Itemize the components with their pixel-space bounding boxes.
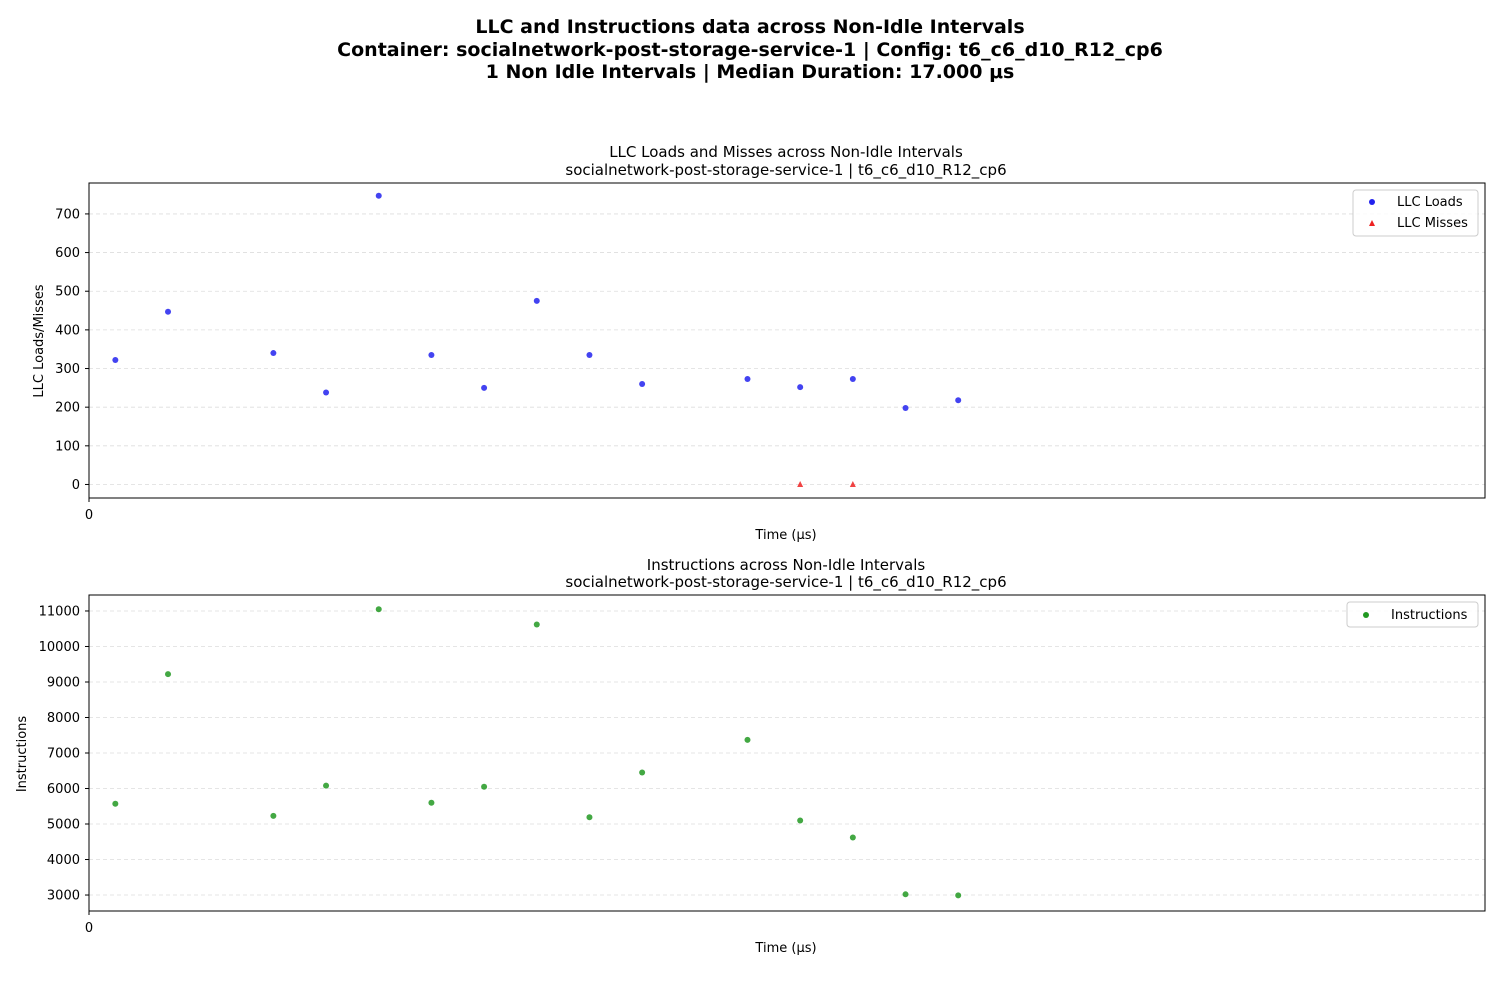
llc-load-point (112, 357, 119, 364)
instructions-y-tick-label: 11000 (39, 604, 80, 619)
instructions-x-axis-label: Time (μs) (754, 941, 816, 956)
instructions-point (428, 799, 435, 806)
llc-y-tick-label: 100 (55, 439, 80, 454)
instructions-y-ticks: 3000 4000 5000 6000 7000 8000 9000 10000 11000 (39, 604, 89, 904)
llc-legend: LLC Loads LLC Misses (1352, 189, 1479, 237)
llc-x-tick-label: 0 (85, 508, 93, 523)
llc-load-point (797, 384, 804, 391)
legend-label-llc-misses: LLC Misses (1397, 216, 1468, 231)
instructions-y-tick-label: 5000 (47, 818, 80, 833)
suptitle-line-3: 1 Non Idle Intervals | Median Duration: … (485, 61, 1015, 83)
instructions-point (902, 891, 909, 898)
llc-y-tick-label: 200 (55, 401, 80, 416)
llc-x-axis-label: Time (μs) (754, 528, 816, 543)
instructions-point (323, 782, 330, 789)
instructions-chart-title: Instructions across Non-Idle Intervals (647, 556, 926, 574)
llc-x-ticks: 0 (85, 498, 93, 523)
instructions-point (533, 621, 540, 628)
llc-load-point (323, 389, 330, 396)
instructions-y-tick-label: 7000 (47, 747, 80, 762)
suptitle-line-1: LLC and Instructions data across Non-Idl… (475, 16, 1025, 38)
legend-label-llc-loads: LLC Loads (1397, 195, 1463, 210)
llc-miss-point (849, 480, 856, 487)
instructions-point (481, 783, 488, 790)
legend-marker-llc-loads (1369, 199, 1375, 205)
instructions-point (270, 812, 277, 819)
llc-load-point (639, 380, 646, 387)
instructions-point (849, 834, 856, 841)
instructions-plot-frame (88, 594, 1486, 912)
legend-marker-llc-misses (1369, 220, 1375, 226)
llc-load-point (375, 192, 382, 199)
llc-load-point (744, 375, 751, 382)
instructions-y-tick-label: 3000 (47, 889, 80, 904)
instructions-point (639, 769, 646, 776)
llc-y-tick-label: 0 (72, 478, 80, 493)
llc-legend-box (1352, 189, 1479, 237)
instructions-point (955, 892, 962, 899)
llc-y-ticks: 0 100 200 300 400 500 600 700 (55, 207, 89, 493)
instructions-point (375, 606, 382, 613)
instructions-x-tick-label: 0 (85, 921, 93, 936)
llc-chart-title: LLC Loads and Misses across Non-Idle Int… (609, 143, 963, 161)
llc-plot-frame (88, 182, 1486, 499)
instructions-point (586, 814, 593, 821)
llc-y-tick-label: 500 (55, 285, 80, 300)
instructions-point (165, 671, 172, 678)
llc-load-point (586, 351, 593, 358)
llc-chart-subtitle: socialnetwork-post-storage-service-1 | t… (565, 161, 1006, 180)
llc-load-point (849, 375, 856, 382)
instructions-panel: Instructions across Non-Idle Intervals s… (15, 556, 1486, 956)
instructions-data-points (112, 606, 962, 899)
instructions-point (797, 817, 804, 824)
llc-y-tick-label: 700 (55, 207, 80, 222)
llc-load-point (481, 384, 488, 391)
legend-marker-instructions (1363, 612, 1369, 618)
instructions-y-tick-label: 8000 (47, 711, 80, 726)
llc-load-point (270, 350, 277, 357)
instructions-y-tick-label: 4000 (47, 853, 80, 868)
llc-data-points (112, 192, 962, 487)
figure-suptitle: LLC and Instructions data across Non-Idl… (0, 16, 1500, 84)
instructions-point (744, 736, 751, 743)
instructions-y-axis-label: Instructions (15, 716, 30, 793)
llc-gridlines (89, 213, 1485, 485)
instructions-legend-box (1346, 601, 1479, 628)
llc-y-tick-label: 600 (55, 246, 80, 261)
llc-load-point (955, 397, 962, 404)
instructions-chart-subtitle: socialnetwork-post-storage-service-1 | t… (565, 573, 1006, 592)
legend-label-instructions: Instructions (1391, 608, 1468, 623)
llc-load-point (533, 297, 540, 304)
llc-y-tick-label: 300 (55, 362, 80, 377)
instructions-point (112, 800, 119, 807)
llc-load-point (165, 308, 172, 315)
instructions-y-tick-label: 9000 (47, 675, 80, 690)
suptitle-line-2: Container: socialnetwork-post-storage-se… (337, 38, 1163, 61)
instructions-y-tick-label: 10000 (39, 640, 80, 655)
llc-y-tick-label: 400 (55, 323, 80, 338)
llc-panel: LLC Loads and Misses across Non-Idle Int… (32, 143, 1486, 543)
instructions-legend: Instructions (1346, 601, 1479, 628)
instructions-y-tick-label: 6000 (47, 782, 80, 797)
llc-load-point (902, 404, 909, 411)
llc-y-axis-label: LLC Loads/Misses (32, 284, 47, 397)
llc-miss-point (797, 480, 804, 487)
instructions-gridlines (89, 610, 1485, 896)
llc-load-point (428, 351, 435, 358)
instructions-x-ticks: 0 (85, 911, 93, 936)
